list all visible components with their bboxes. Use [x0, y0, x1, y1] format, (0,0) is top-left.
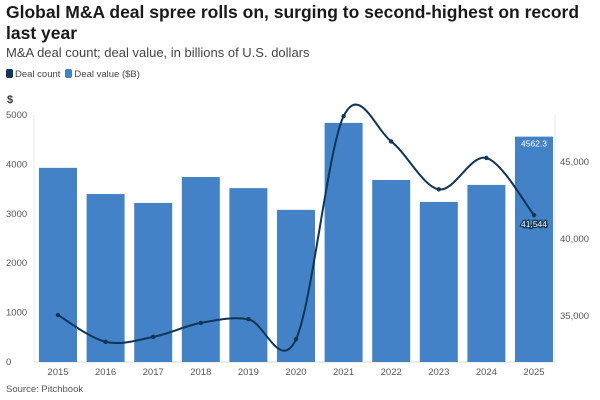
x-tick-label: 2019 [238, 367, 259, 378]
x-tick-label: 2024 [476, 367, 497, 378]
x-tick-label: 2018 [190, 367, 211, 378]
right-tick-label: 40,000 [560, 234, 589, 245]
x-tick-label: 2021 [333, 367, 354, 378]
right-tick-label: 35,000 [560, 311, 589, 322]
bar-2022 [372, 179, 411, 362]
legend-item-deal-value[interactable]: Deal value ($B) [65, 69, 140, 80]
x-tick-label: 2020 [285, 367, 306, 378]
deal-count-point-2020 [293, 337, 299, 342]
legend-label: Deal count [15, 69, 61, 80]
deal-count-point-2021 [341, 114, 346, 119]
bar-data-label: 4562.3 [521, 139, 547, 149]
deal-count-point-2024 [484, 155, 489, 161]
left-tick-label: 1000 [6, 308, 27, 319]
deal-count-point-2018 [198, 320, 203, 326]
left-tick-label: 4000 [6, 159, 27, 170]
bar-2021 [324, 122, 363, 363]
bar-2016 [86, 194, 125, 362]
x-tick-label: 2025 [523, 367, 544, 378]
left-tick-label: 2000 [6, 258, 27, 269]
bar-2025 [515, 136, 553, 362]
right-tick-label: 45,000 [560, 157, 589, 168]
chart-title: Global M&A deal spree rolls on, surging … [6, 2, 580, 43]
deal-count-point-2019 [246, 317, 251, 322]
chart-subtitle: M&A deal count; deal value, in billions … [6, 45, 310, 60]
deal-count-point-2023 [436, 187, 441, 192]
left-tick-label: 3000 [6, 209, 27, 220]
deal-count-point-2016 [103, 339, 108, 345]
bar-2023 [419, 201, 458, 362]
legend-swatch-icon [6, 69, 13, 78]
bar-2018 [181, 176, 220, 362]
x-tick-label: 2016 [95, 367, 116, 378]
line-data-label: 41,544 [521, 219, 547, 229]
deal-count-point-2025 [531, 212, 537, 218]
legend-swatch-icon [65, 69, 73, 78]
deal-count-point-2022 [389, 139, 394, 144]
legend-item-deal-count[interactable]: Deal count [6, 69, 60, 80]
legend: Deal count Deal value ($B) [6, 69, 140, 80]
x-tick-label: 2022 [381, 367, 402, 378]
source-note: Source: Pitchbook [6, 384, 84, 395]
left-axis-label: $ [7, 94, 14, 106]
bar-2024 [467, 184, 506, 362]
deal-count-point-2015 [55, 312, 61, 318]
bar-2015 [39, 167, 77, 362]
x-tick-label: 2017 [143, 367, 164, 378]
bar-2019 [229, 188, 268, 362]
legend-label: Deal value ($B) [74, 69, 140, 80]
x-tick-label: 2023 [428, 367, 449, 378]
left-tick-label: 0 [6, 357, 11, 368]
left-tick-label: 5000 [6, 110, 27, 121]
x-tick-label: 2015 [47, 367, 68, 378]
deal-count-point-2017 [151, 334, 156, 340]
